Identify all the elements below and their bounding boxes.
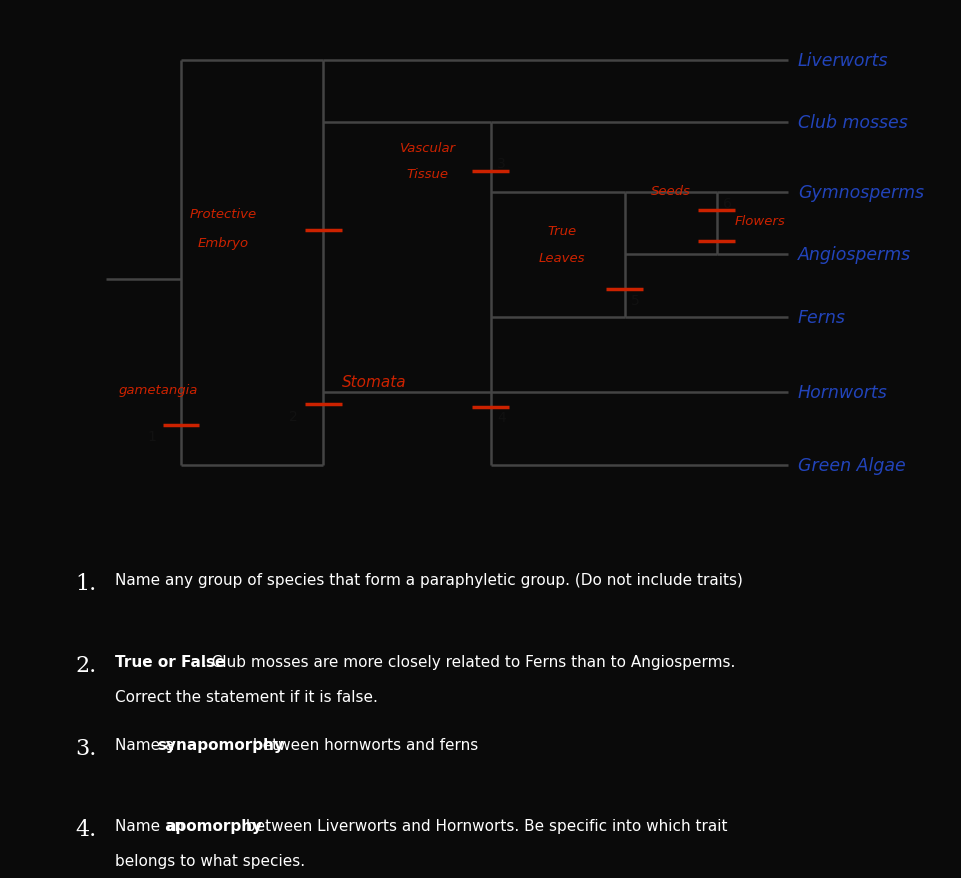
Text: 3: 3 (497, 156, 505, 170)
Text: True: True (547, 225, 576, 237)
Text: Tissue: Tissue (407, 168, 449, 181)
Text: Liverworts: Liverworts (797, 52, 887, 69)
Text: Angiosperms: Angiosperms (797, 246, 910, 264)
Text: Gymnosperms: Gymnosperms (797, 184, 923, 202)
Text: 1.: 1. (75, 572, 96, 594)
Text: between Liverworts and Hornworts. Be specific into which trait: between Liverworts and Hornworts. Be spe… (241, 818, 727, 833)
Text: Club mosses: Club mosses (797, 114, 906, 132)
Text: Ferns: Ferns (797, 308, 845, 327)
Text: 4: 4 (497, 410, 505, 424)
Text: 5: 5 (630, 294, 639, 307)
Text: belongs to what species.: belongs to what species. (115, 853, 306, 868)
Text: 1: 1 (147, 429, 156, 443)
Text: Flowers: Flowers (734, 214, 785, 227)
Text: Leaves: Leaves (538, 251, 584, 264)
Text: Name an: Name an (115, 818, 189, 833)
Text: 2.: 2. (75, 654, 96, 676)
Text: Name any group of species that form a paraphyletic group. (Do not include traits: Name any group of species that form a pa… (115, 572, 743, 587)
Text: . Club mosses are more closely related to Ferns than to Angiosperms.: . Club mosses are more closely related t… (202, 654, 734, 669)
Text: gametangia: gametangia (118, 384, 197, 397)
Text: apomorphy: apomorphy (165, 818, 262, 833)
Text: Green Algae: Green Algae (797, 457, 904, 475)
Text: 2: 2 (289, 410, 298, 424)
Text: 3.: 3. (75, 738, 96, 759)
Text: between hornworts and ferns: between hornworts and ferns (248, 738, 478, 752)
Text: 4.: 4. (75, 818, 96, 840)
Text: Hornworts: Hornworts (797, 384, 887, 402)
Text: True or False: True or False (115, 654, 226, 669)
Text: 6: 6 (723, 197, 731, 211)
Text: Correct the statement if it is false.: Correct the statement if it is false. (115, 689, 378, 704)
Text: Seeds: Seeds (650, 185, 690, 198)
Text: Stomata: Stomata (341, 375, 406, 390)
Text: Embryo: Embryo (197, 236, 248, 249)
Text: Name a: Name a (115, 738, 180, 752)
Text: Protective: Protective (189, 208, 256, 221)
Text: Vascular: Vascular (400, 142, 456, 155)
Text: synapomorphy: synapomorphy (157, 738, 283, 752)
